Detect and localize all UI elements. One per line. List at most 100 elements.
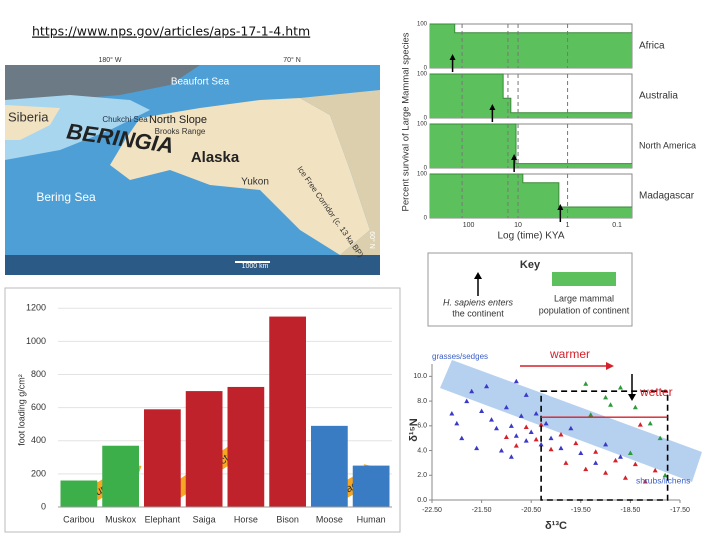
key-label: H. sapiens enters	[443, 297, 514, 307]
bar	[144, 409, 181, 507]
x-axis-label: Log (time) KYA	[497, 231, 564, 242]
map-label: Chukchi Sea	[102, 115, 148, 124]
annotation: grasses/sedges	[432, 352, 488, 361]
point	[548, 446, 554, 452]
point	[523, 438, 529, 443]
point	[622, 475, 628, 480]
y-tick-label: 0	[41, 501, 46, 511]
point	[464, 398, 470, 404]
y-tick-label: 0	[424, 166, 428, 172]
key-box	[427, 252, 633, 327]
point	[588, 412, 594, 417]
point	[484, 383, 490, 389]
survival-area	[430, 74, 632, 118]
map-land-north	[5, 65, 200, 105]
map-border	[5, 255, 380, 275]
point	[617, 384, 623, 390]
map-label: 180° W	[98, 56, 121, 64]
point	[632, 461, 638, 467]
point	[578, 450, 584, 456]
x-tick-label: -17.50	[670, 507, 690, 514]
survival-line	[430, 173, 632, 208]
key-label: the continent	[452, 308, 504, 318]
point	[548, 435, 554, 441]
point	[558, 445, 564, 451]
y-tick-label: 1200	[26, 303, 46, 313]
y-tick-label: 400	[31, 435, 46, 445]
point	[503, 404, 509, 410]
bar	[227, 386, 265, 507]
point	[632, 404, 638, 410]
y-axis-label: Percent survival of Large Mammal species	[401, 32, 412, 211]
point	[647, 420, 653, 426]
point	[568, 425, 574, 431]
point	[489, 417, 495, 422]
x-tick-label: -22.50	[422, 507, 442, 514]
y-tick-label: 600	[31, 402, 46, 412]
y-tick-label: 0.0	[417, 497, 427, 504]
point	[617, 454, 623, 459]
arrow-head	[628, 394, 636, 401]
point	[513, 378, 519, 384]
point	[533, 410, 539, 416]
map-label: Brooks Range	[155, 127, 206, 136]
map-label: Yukon	[241, 177, 269, 188]
y-tick-label: 200	[31, 468, 46, 478]
x-tick-label: -20.50	[521, 507, 541, 514]
panel-name: Madagascar	[639, 191, 695, 202]
arrival-arrow-head	[557, 204, 564, 210]
arrival-arrow-head	[489, 104, 496, 110]
x-tick-label: Elephant	[145, 514, 181, 524]
point	[513, 433, 519, 438]
point	[657, 435, 663, 441]
x-tick-label: -18.50	[620, 507, 640, 514]
x-tick-label: 10	[514, 222, 522, 229]
key-label: population of continent	[539, 305, 630, 315]
map-label: Alaska	[191, 149, 240, 166]
y-tick-label: 100	[417, 72, 428, 78]
map-canada	[300, 90, 380, 255]
point	[513, 443, 519, 448]
point	[603, 394, 609, 400]
map-label: 60° N	[368, 231, 376, 249]
annotation: shrubs/lichens	[636, 475, 690, 485]
point	[503, 434, 509, 439]
x-axis-label: δ¹³C	[545, 520, 567, 532]
point	[583, 466, 589, 472]
point	[474, 445, 480, 451]
point	[454, 420, 460, 426]
y-tick-label: 4.0	[417, 447, 427, 454]
map-label: Bering Sea	[36, 190, 96, 204]
source-url: https://www.nps.gov/articles/aps-17-1-4.…	[32, 24, 310, 39]
y-tick-label: 6.0	[417, 423, 427, 430]
point	[533, 436, 539, 442]
bar	[311, 425, 348, 507]
panel-name: Africa	[639, 41, 665, 52]
threshold-box	[540, 390, 669, 501]
point	[543, 420, 549, 426]
y-tick-label: 8.0	[417, 398, 427, 405]
key-label: Large mammal	[554, 293, 614, 303]
panel-name: Australia	[639, 91, 678, 102]
x-tick-label: Muskox	[105, 514, 137, 524]
key-arrow-head	[474, 272, 482, 279]
arrival-arrow-head	[511, 154, 518, 160]
y-tick-label: 100	[417, 122, 428, 128]
x-tick-label: Human	[357, 514, 386, 524]
y-tick-label: 0	[424, 216, 428, 222]
x-tick-label: 0.1	[612, 222, 622, 229]
point	[627, 450, 633, 456]
bar	[60, 480, 98, 507]
point	[642, 478, 648, 484]
point	[637, 422, 643, 427]
point	[603, 441, 609, 447]
x-tick-label: 100	[463, 222, 475, 229]
map-label: North Slope	[149, 114, 207, 126]
survival-area	[430, 24, 632, 68]
point	[652, 467, 658, 473]
x-tick-label: Bison	[276, 514, 299, 524]
bar	[185, 391, 223, 507]
bar	[269, 316, 306, 507]
point	[593, 449, 599, 454]
